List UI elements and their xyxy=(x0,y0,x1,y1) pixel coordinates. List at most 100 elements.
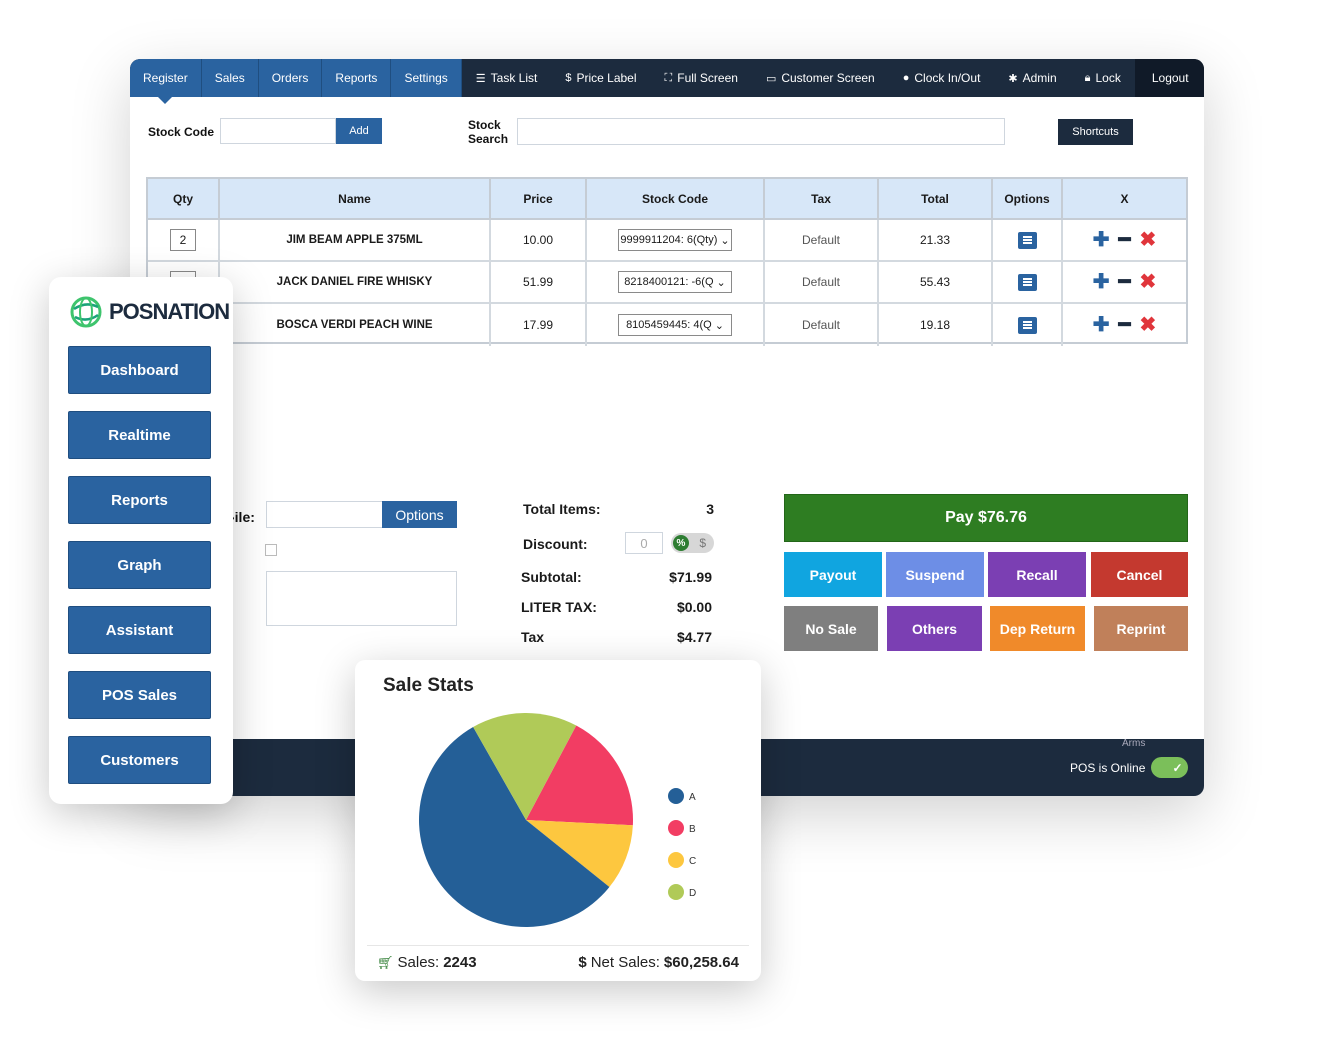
realtime-button[interactable]: Realtime xyxy=(68,411,211,459)
no-sale-button[interactable]: No Sale xyxy=(784,606,878,651)
stock-search-input[interactable] xyxy=(517,118,1005,145)
legend-marker-d xyxy=(668,884,684,900)
tab-sales[interactable]: Sales xyxy=(202,59,259,97)
task-list-button[interactable]: ☰ Task List xyxy=(462,59,552,97)
shortcuts-button[interactable]: Shortcuts xyxy=(1058,119,1133,145)
minus-icon[interactable]: ━ xyxy=(1118,314,1131,336)
pie-slice-c xyxy=(526,820,633,888)
minus-icon[interactable]: ━ xyxy=(1118,229,1131,251)
options-cell xyxy=(993,220,1063,260)
notes-textarea[interactable] xyxy=(266,571,457,626)
column-header-name: Name xyxy=(220,179,491,218)
dollar-icon: $ xyxy=(699,536,706,550)
price-cell: 51.99 xyxy=(491,262,587,302)
dep-return-button[interactable]: Dep Return xyxy=(990,606,1085,651)
discount-type-toggle[interactable]: % $ xyxy=(671,533,714,553)
pay-button[interactable]: Pay $76.76 xyxy=(784,494,1188,542)
customer-screen-button[interactable]: ▭ Customer Screen xyxy=(752,59,889,97)
check-icon: ✓ xyxy=(1172,760,1183,775)
checkbox[interactable] xyxy=(265,544,277,556)
lock-label: Lock xyxy=(1095,71,1121,85)
delete-icon[interactable]: ✖ xyxy=(1139,314,1157,336)
price-label-label: Price Label xyxy=(576,71,637,85)
logout-button[interactable]: Logout xyxy=(1134,59,1204,97)
item-name: BOSCA VERDI PEACH WINE xyxy=(276,319,433,331)
payout-button[interactable]: Payout xyxy=(784,552,882,597)
add-button[interactable]: Add xyxy=(336,118,382,144)
tab-orders[interactable]: Orders xyxy=(259,59,323,97)
dollar-icon: $ xyxy=(565,72,572,84)
tab-reports[interactable]: Reports xyxy=(322,59,392,97)
delete-icon[interactable]: ✖ xyxy=(1139,271,1157,293)
tax-label: Tax xyxy=(521,629,545,645)
graph-button[interactable]: Graph xyxy=(68,541,211,589)
pos-status-label: POS is Online xyxy=(1070,761,1146,775)
delete-icon[interactable]: ✖ xyxy=(1139,229,1157,251)
stock-code-select[interactable]: 8105459445: 4(Q ⌄ xyxy=(618,314,732,336)
clock-in-out-label: Clock In/Out xyxy=(914,71,981,85)
legend-marker-c xyxy=(668,852,684,868)
tab-settings[interactable]: Settings xyxy=(391,59,462,97)
column-header-qty: Qty xyxy=(148,179,220,218)
chevron-down-icon: ⌄ xyxy=(714,319,724,332)
item-name: JIM BEAM APPLE 375ML xyxy=(286,234,423,246)
full-screen-button[interactable]: ⛶ Full Screen xyxy=(651,59,752,97)
customers-button[interactable]: Customers xyxy=(68,736,211,784)
options-list-icon[interactable] xyxy=(1017,273,1037,291)
sales-value: 2243 xyxy=(443,954,477,971)
plus-icon[interactable]: ✚ xyxy=(1092,229,1110,251)
net-sales-value: $60,258.64 xyxy=(663,954,739,971)
suspend-button[interactable]: Suspend xyxy=(886,552,984,597)
actions-cell: ✚ ━ ✖ xyxy=(1063,262,1186,302)
options-list-icon[interactable] xyxy=(1017,231,1037,249)
stock-code-value: 9999911204: 6(Qty) xyxy=(620,234,718,246)
reports-button[interactable]: Reports xyxy=(68,476,211,524)
clock-icon: ● xyxy=(902,72,910,84)
table-header-row: Qty Name Price Stock Code Tax Total Opti… xyxy=(148,179,1186,220)
assistant-button[interactable]: Assistant xyxy=(68,606,211,654)
dashboard-button[interactable]: Dashboard xyxy=(68,346,211,394)
pos-online-toggle[interactable]: ✓ xyxy=(1151,757,1188,778)
qty-input[interactable]: 2 xyxy=(170,229,196,251)
stock-code-select[interactable]: 8218400121: -6(Q ⌄ xyxy=(618,271,732,293)
others-button[interactable]: Others xyxy=(887,606,982,651)
logo-text: POSNATION xyxy=(109,299,230,324)
tab-register[interactable]: Register xyxy=(130,59,202,104)
column-header-options: Options xyxy=(993,179,1063,218)
stock-code-select[interactable]: 9999911204: 6(Qty) ⌄ xyxy=(618,229,732,251)
price-cell: 10.00 xyxy=(491,220,587,260)
plus-icon[interactable]: ✚ xyxy=(1092,271,1110,293)
lock-button[interactable]: 🔒︎ Lock xyxy=(1071,59,1135,97)
sale-stats-card: Sale Stats A B C D 🛒︎ Sales: 2243 $ Net Sal… xyxy=(355,660,761,981)
net-sales-label: Net Sales: xyxy=(590,954,660,971)
clock-in-out-button[interactable]: ● Clock In/Out xyxy=(889,59,995,97)
divider xyxy=(367,945,749,946)
recall-button[interactable]: Recall xyxy=(988,552,1086,597)
column-header-x: X xyxy=(1120,191,1129,206)
net-sales-stat: $ Net Sales: $60,258.64 xyxy=(578,954,739,971)
table-row: 2 JIM BEAM APPLE 375ML 10.00 9999911204:… xyxy=(148,220,1186,262)
legend-marker-b xyxy=(668,820,684,836)
discount-input[interactable]: 0 xyxy=(625,532,663,554)
customer-input[interactable] xyxy=(266,501,383,528)
main-tabs: Register Sales Orders Reports Settings xyxy=(130,59,462,104)
stock-code-input[interactable] xyxy=(220,118,336,144)
cancel-button[interactable]: Cancel xyxy=(1091,552,1188,597)
lock-icon: 🔒︎ xyxy=(1084,71,1091,84)
monitor-icon: ▭ xyxy=(765,72,777,85)
stock-code-cell: 8218400121: -6(Q ⌄ xyxy=(587,262,765,302)
price-label-button[interactable]: $ Price Label xyxy=(551,59,650,97)
admin-button[interactable]: ✱ Admin xyxy=(994,59,1070,97)
sales-label: Sales: xyxy=(397,954,440,971)
options-list-icon[interactable] xyxy=(1017,316,1037,334)
name-cell: BOSCA VERDI PEACH WINE xyxy=(220,304,491,346)
stock-code-value: 8218400121: -6(Q xyxy=(624,276,714,288)
reprint-button[interactable]: Reprint xyxy=(1094,606,1188,651)
cart-icon: 🛒︎ xyxy=(377,954,394,970)
customer-options-button[interactable]: Options xyxy=(382,501,457,528)
pos-sales-button[interactable]: POS Sales xyxy=(68,671,211,719)
qty-cell: 2 xyxy=(148,220,220,260)
admin-label: Admin xyxy=(1022,71,1057,85)
plus-icon[interactable]: ✚ xyxy=(1092,314,1110,336)
minus-icon[interactable]: ━ xyxy=(1118,271,1131,293)
